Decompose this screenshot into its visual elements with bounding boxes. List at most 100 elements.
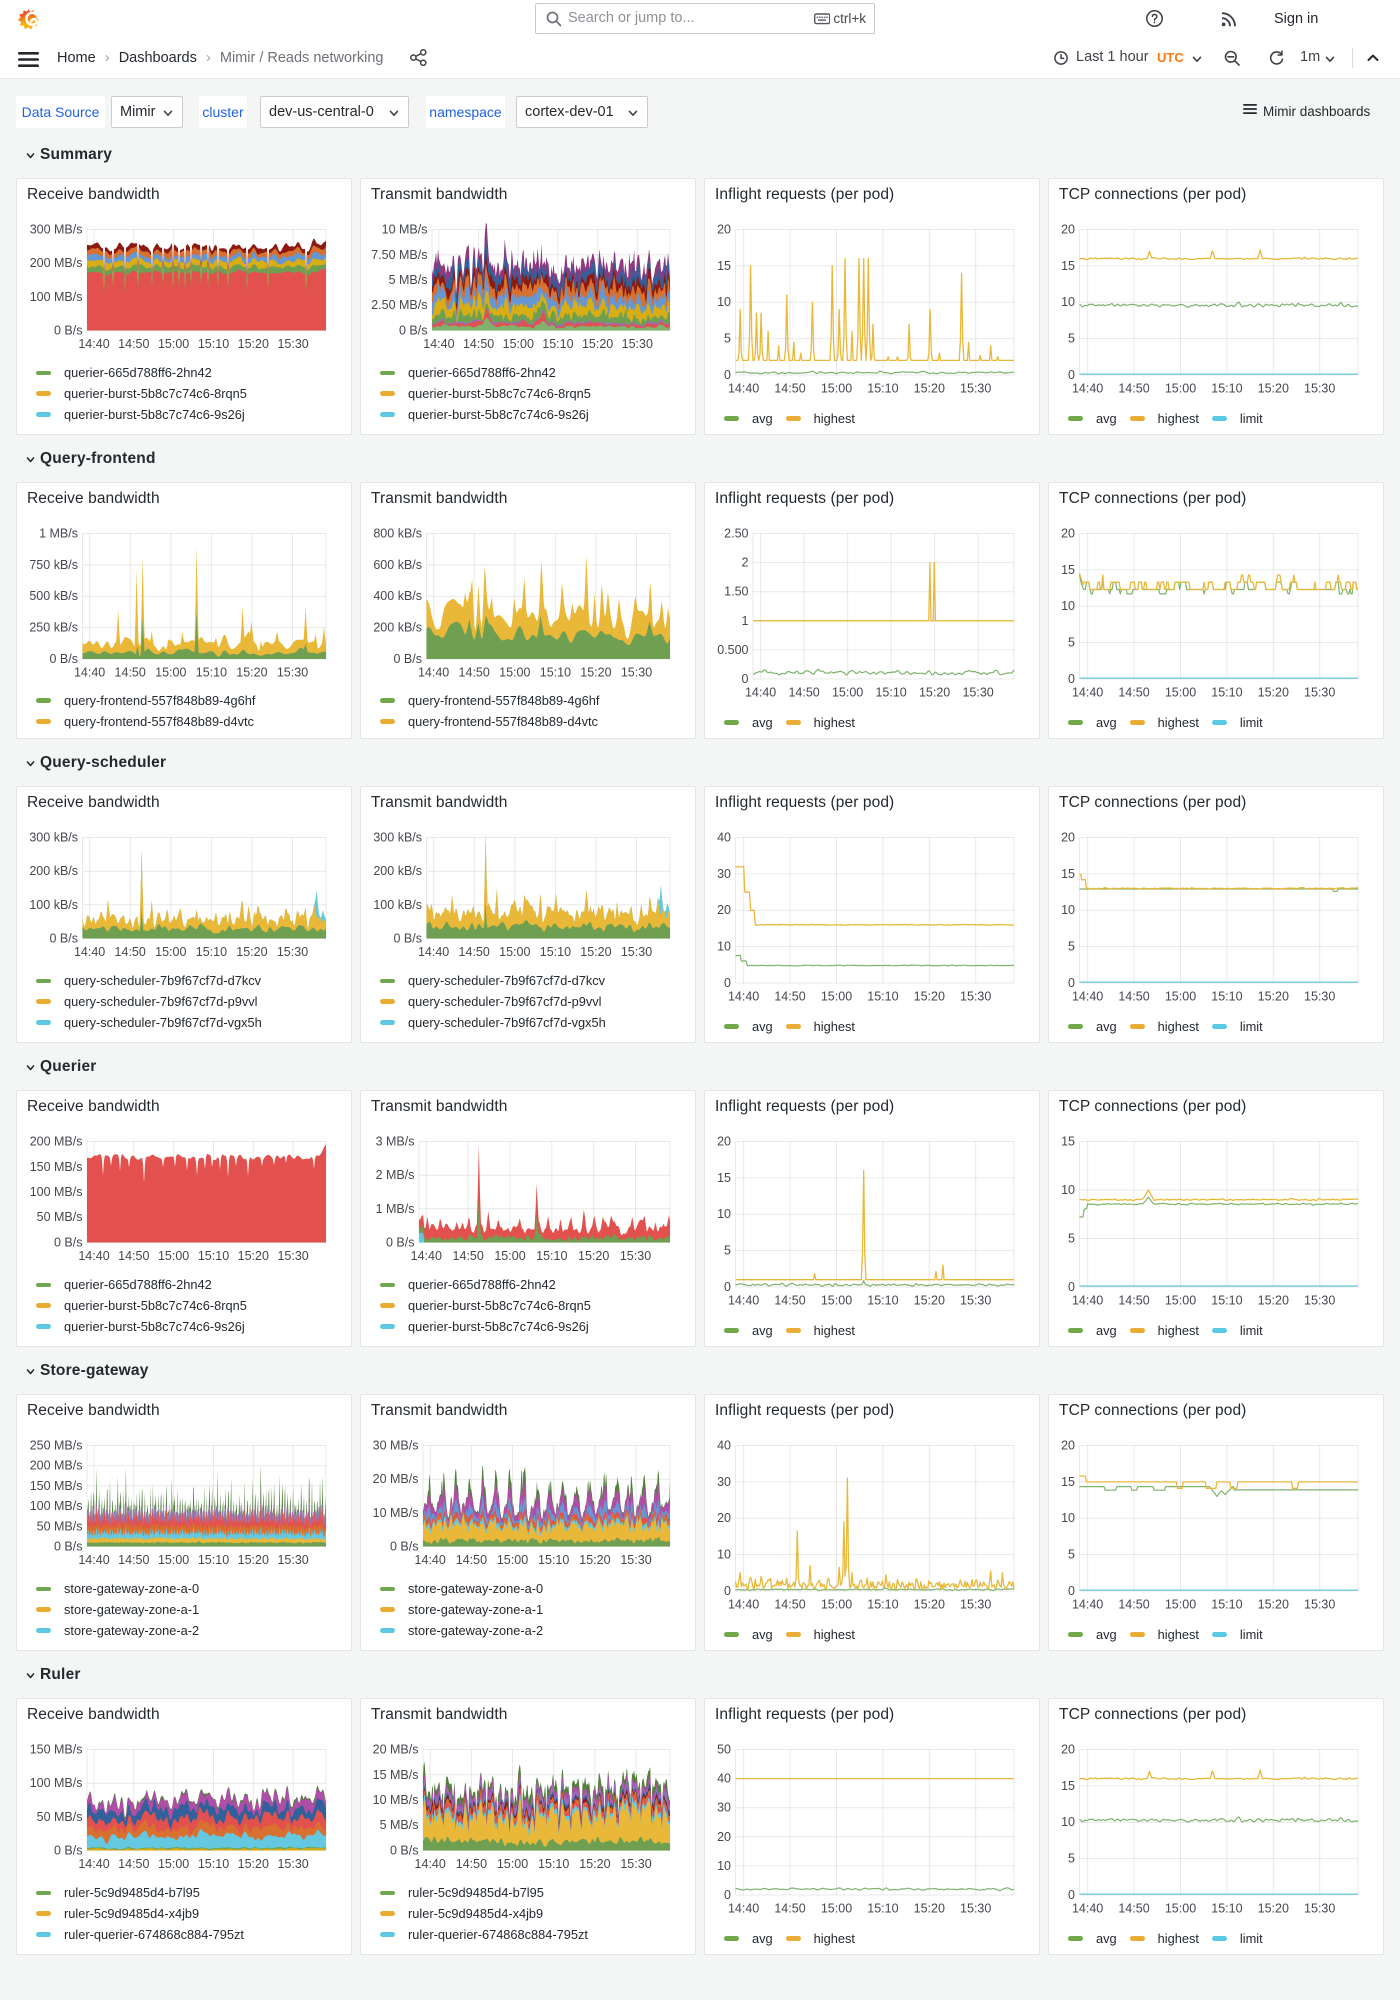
svg-text:2 MB/s: 2 MB/s bbox=[376, 1168, 415, 1182]
svg-text:10: 10 bbox=[1061, 599, 1075, 613]
svg-text:10 MB/s: 10 MB/s bbox=[373, 1506, 419, 1520]
svg-text:1: 1 bbox=[742, 614, 749, 628]
svg-text:100 MB/s: 100 MB/s bbox=[30, 1776, 83, 1790]
svg-text:10: 10 bbox=[717, 1548, 731, 1562]
svg-text:14:40: 14:40 bbox=[728, 382, 759, 396]
svg-text:15:10: 15:10 bbox=[536, 1249, 567, 1263]
svg-text:15:20: 15:20 bbox=[1258, 1598, 1289, 1612]
svg-text:14:40: 14:40 bbox=[1072, 1598, 1103, 1612]
svg-text:14:50: 14:50 bbox=[1118, 1294, 1149, 1308]
svg-text:15:10: 15:10 bbox=[1211, 1598, 1242, 1612]
svg-text:14:50: 14:50 bbox=[115, 666, 146, 680]
svg-text:250 MB/s: 250 MB/s bbox=[30, 1439, 83, 1453]
svg-text:15:10: 15:10 bbox=[542, 337, 573, 351]
svg-text:5: 5 bbox=[1068, 1548, 1075, 1562]
svg-text:14:50: 14:50 bbox=[774, 1294, 805, 1308]
svg-text:30: 30 bbox=[717, 867, 731, 881]
svg-text:30 MB/s: 30 MB/s bbox=[373, 1439, 419, 1453]
svg-text:14:40: 14:40 bbox=[78, 1553, 109, 1567]
svg-text:2.50 MB/s: 2.50 MB/s bbox=[371, 298, 427, 312]
svg-text:15:30: 15:30 bbox=[277, 1857, 308, 1871]
svg-text:15:10: 15:10 bbox=[867, 1902, 898, 1916]
svg-text:14:40: 14:40 bbox=[1072, 990, 1103, 1004]
svg-text:5: 5 bbox=[1068, 1232, 1075, 1246]
svg-text:14:40: 14:40 bbox=[74, 945, 105, 959]
svg-text:200 kB/s: 200 kB/s bbox=[373, 864, 422, 878]
svg-text:0: 0 bbox=[724, 368, 731, 382]
svg-text:15:00: 15:00 bbox=[499, 666, 530, 680]
svg-text:14:40: 14:40 bbox=[1072, 1902, 1103, 1916]
svg-text:14:50: 14:50 bbox=[774, 1598, 805, 1612]
svg-text:14:40: 14:40 bbox=[415, 1553, 446, 1567]
svg-text:15:20: 15:20 bbox=[582, 337, 613, 351]
svg-text:15:00: 15:00 bbox=[497, 1553, 528, 1567]
svg-text:300 MB/s: 300 MB/s bbox=[30, 223, 83, 237]
svg-text:5: 5 bbox=[1068, 940, 1075, 954]
svg-text:15:20: 15:20 bbox=[580, 666, 611, 680]
svg-text:0 B/s: 0 B/s bbox=[54, 324, 83, 338]
svg-text:15: 15 bbox=[1061, 563, 1075, 577]
svg-text:50 MB/s: 50 MB/s bbox=[37, 1519, 83, 1533]
svg-text:250 kB/s: 250 kB/s bbox=[29, 621, 78, 635]
svg-text:1 MB/s: 1 MB/s bbox=[376, 1202, 415, 1216]
svg-text:20: 20 bbox=[717, 1135, 731, 1149]
svg-text:100 MB/s: 100 MB/s bbox=[30, 1185, 83, 1199]
svg-text:14:50: 14:50 bbox=[1118, 686, 1149, 700]
svg-text:15:10: 15:10 bbox=[196, 945, 227, 959]
svg-text:10: 10 bbox=[717, 295, 731, 309]
svg-text:15:10: 15:10 bbox=[867, 382, 898, 396]
svg-text:15:20: 15:20 bbox=[579, 1857, 610, 1871]
svg-text:15:30: 15:30 bbox=[1304, 1598, 1335, 1612]
svg-text:0: 0 bbox=[1068, 1888, 1075, 1902]
svg-text:20: 20 bbox=[717, 1830, 731, 1844]
svg-text:150 MB/s: 150 MB/s bbox=[30, 1479, 83, 1493]
svg-text:20: 20 bbox=[717, 903, 731, 917]
svg-text:14:50: 14:50 bbox=[456, 1857, 487, 1871]
svg-text:15:30: 15:30 bbox=[960, 1902, 991, 1916]
svg-text:15:30: 15:30 bbox=[1304, 990, 1335, 1004]
svg-text:15:10: 15:10 bbox=[867, 1294, 898, 1308]
svg-text:0: 0 bbox=[1068, 1280, 1075, 1294]
svg-text:14:50: 14:50 bbox=[118, 1857, 149, 1871]
svg-text:15:30: 15:30 bbox=[277, 337, 308, 351]
svg-text:0: 0 bbox=[1068, 672, 1075, 686]
svg-text:15:30: 15:30 bbox=[277, 945, 308, 959]
svg-text:14:50: 14:50 bbox=[1118, 1902, 1149, 1916]
svg-text:40: 40 bbox=[717, 1439, 731, 1453]
svg-text:14:50: 14:50 bbox=[774, 382, 805, 396]
svg-text:0: 0 bbox=[724, 976, 731, 990]
svg-text:14:40: 14:40 bbox=[728, 990, 759, 1004]
svg-text:15:00: 15:00 bbox=[1165, 990, 1196, 1004]
svg-text:2.50: 2.50 bbox=[724, 527, 748, 541]
svg-text:15:00: 15:00 bbox=[1165, 686, 1196, 700]
svg-text:15:10: 15:10 bbox=[1211, 990, 1242, 1004]
svg-text:14:50: 14:50 bbox=[453, 1249, 484, 1263]
svg-text:15:20: 15:20 bbox=[914, 1902, 945, 1916]
svg-text:14:50: 14:50 bbox=[118, 1553, 149, 1567]
svg-text:15:30: 15:30 bbox=[1304, 686, 1335, 700]
svg-text:750 kB/s: 750 kB/s bbox=[29, 558, 78, 572]
svg-text:14:40: 14:40 bbox=[1072, 1294, 1103, 1308]
svg-text:5 MB/s: 5 MB/s bbox=[380, 1818, 419, 1832]
svg-text:15:10: 15:10 bbox=[196, 666, 227, 680]
svg-text:15:10: 15:10 bbox=[875, 686, 906, 700]
svg-text:15:20: 15:20 bbox=[914, 1294, 945, 1308]
svg-text:15:00: 15:00 bbox=[1165, 382, 1196, 396]
svg-text:15: 15 bbox=[1061, 1135, 1075, 1149]
svg-text:10: 10 bbox=[1061, 1815, 1075, 1829]
svg-text:14:50: 14:50 bbox=[1118, 382, 1149, 396]
svg-text:0 B/s: 0 B/s bbox=[390, 1844, 419, 1858]
svg-text:0: 0 bbox=[1068, 1584, 1075, 1598]
svg-text:15:10: 15:10 bbox=[538, 1553, 569, 1567]
svg-text:200 MB/s: 200 MB/s bbox=[30, 1135, 83, 1149]
svg-text:15:30: 15:30 bbox=[277, 666, 308, 680]
svg-text:15: 15 bbox=[1061, 867, 1075, 881]
svg-text:40: 40 bbox=[717, 1772, 731, 1786]
svg-text:14:40: 14:40 bbox=[728, 1294, 759, 1308]
svg-text:15:00: 15:00 bbox=[158, 337, 189, 351]
svg-text:0: 0 bbox=[742, 672, 749, 686]
svg-text:20 MB/s: 20 MB/s bbox=[373, 1743, 419, 1757]
svg-text:15:30: 15:30 bbox=[621, 945, 652, 959]
svg-text:15:00: 15:00 bbox=[155, 666, 186, 680]
svg-text:1.50: 1.50 bbox=[724, 585, 748, 599]
